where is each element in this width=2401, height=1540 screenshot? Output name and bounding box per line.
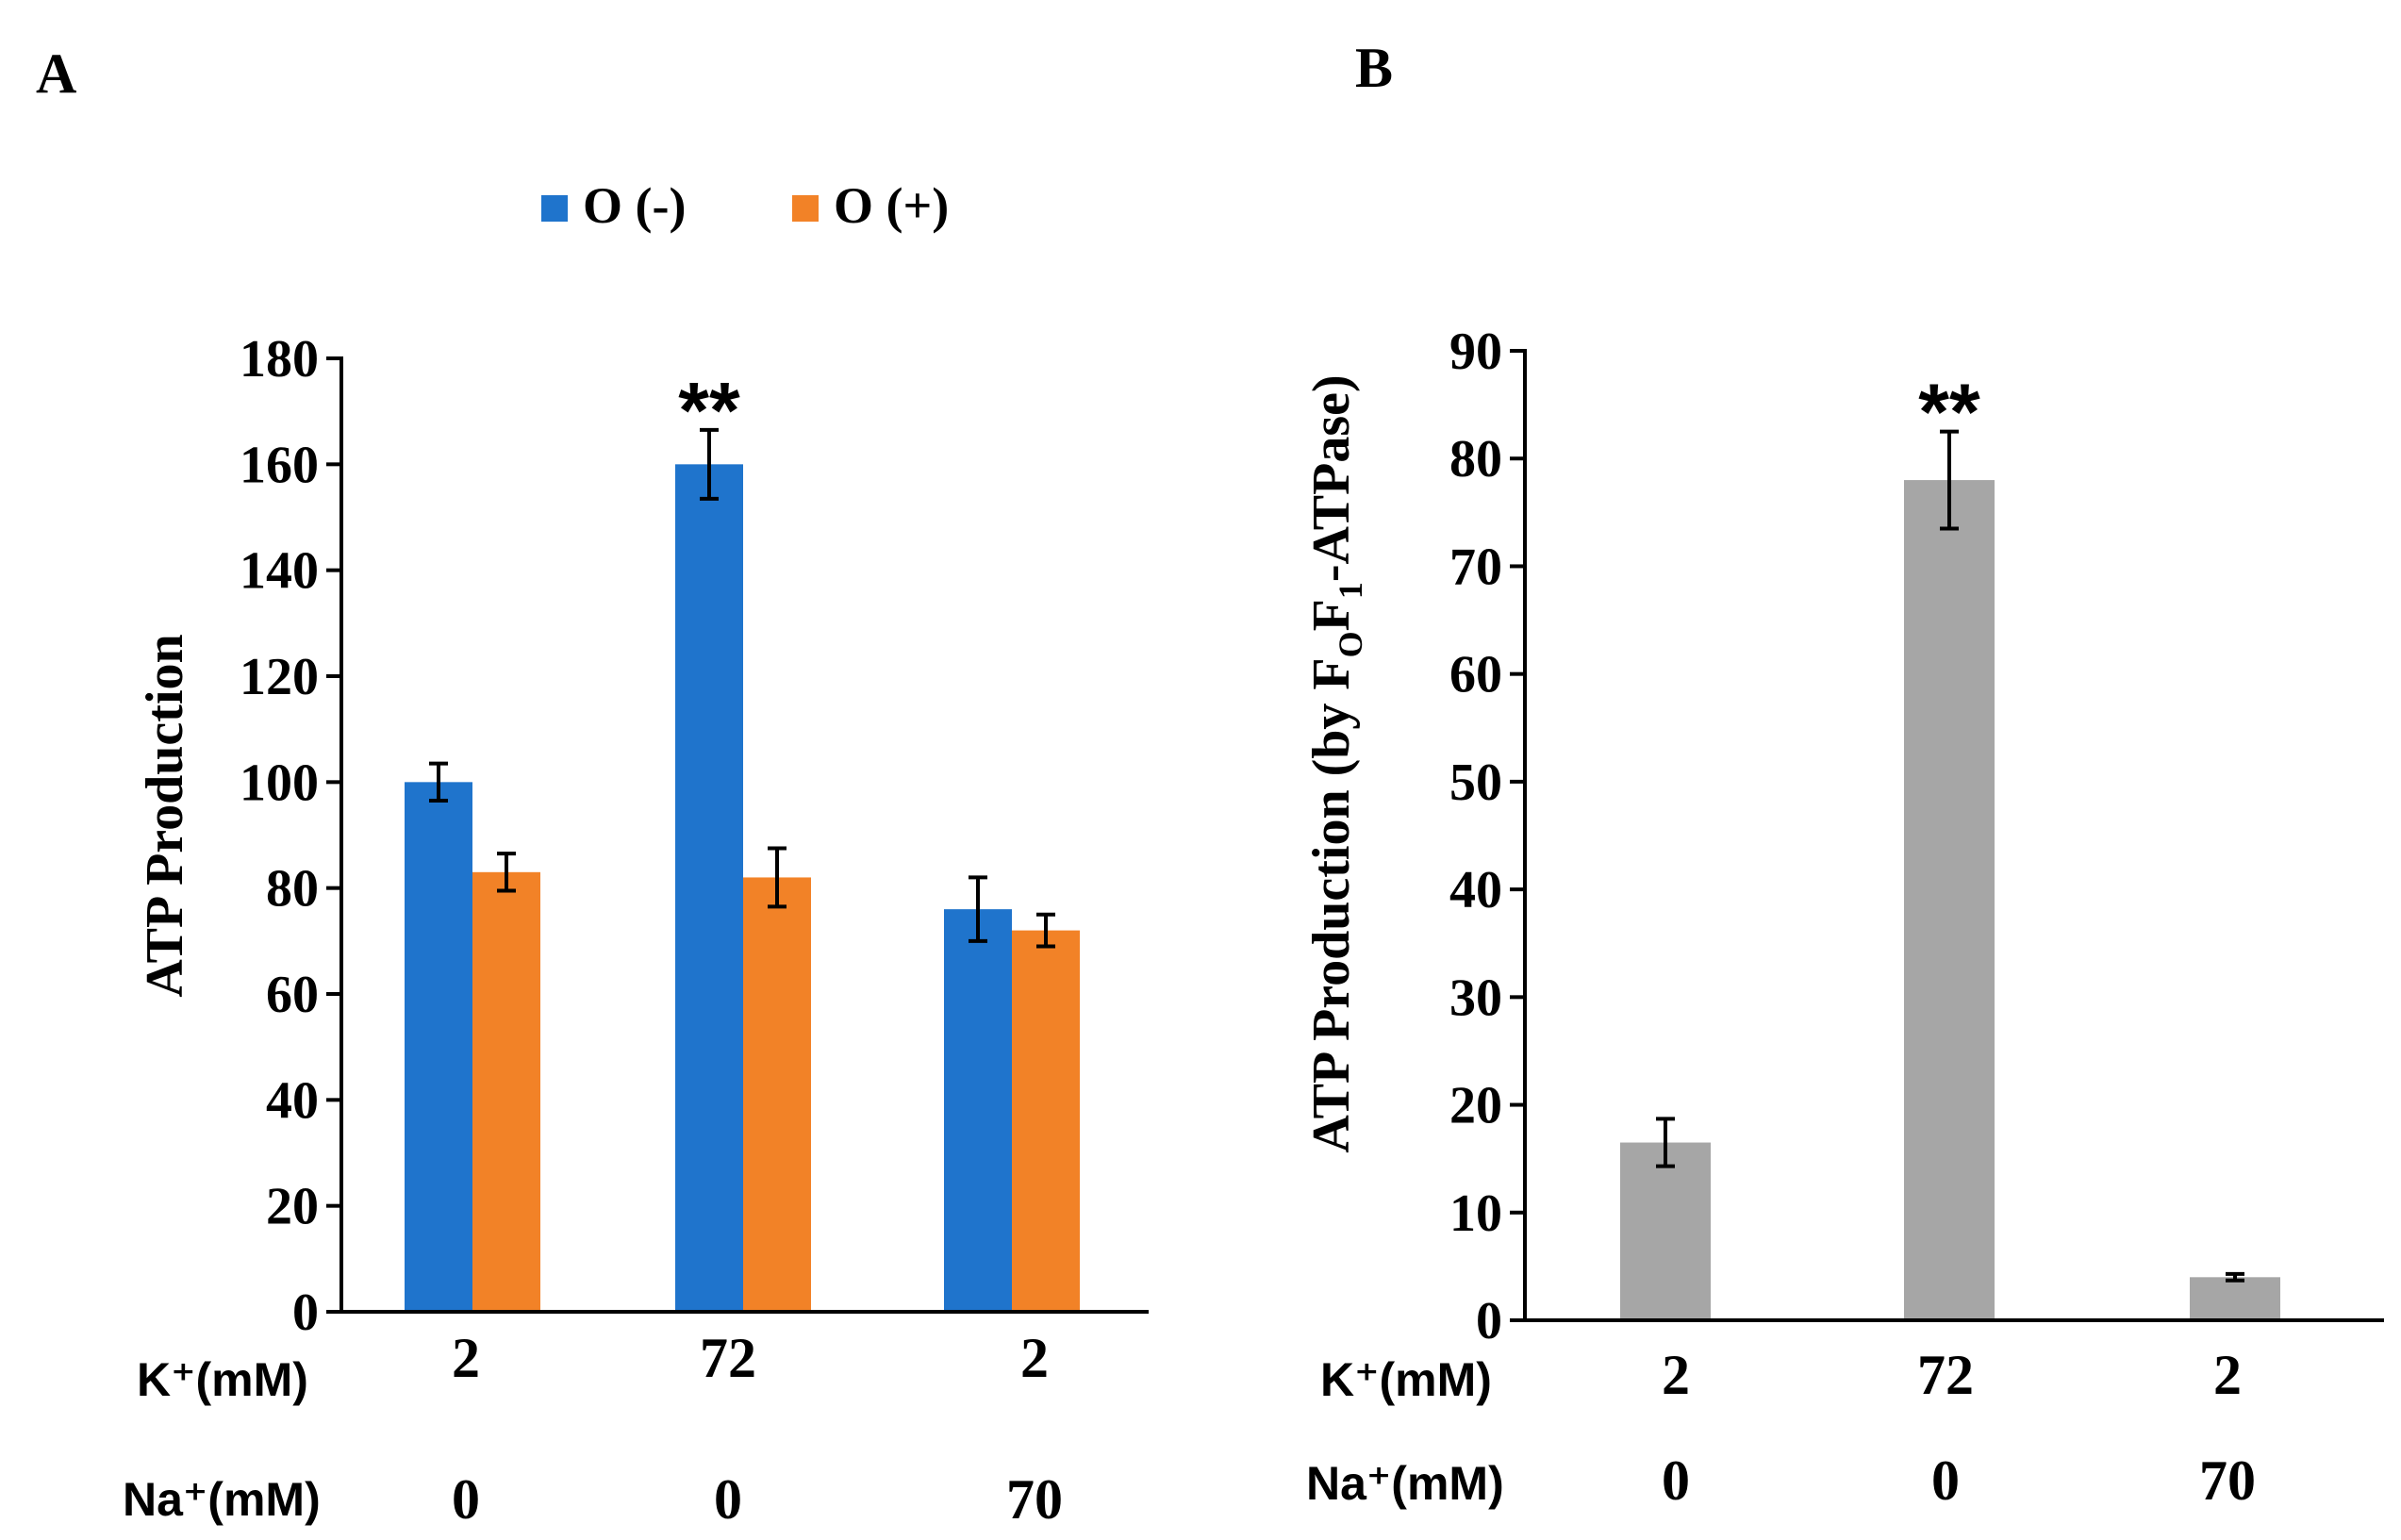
bar-o-minus-1 xyxy=(405,782,472,1312)
error-bar-o-minus-1 xyxy=(429,761,448,803)
legend-swatch-o-minus xyxy=(541,195,568,222)
y-axis-title-f: F xyxy=(1302,599,1361,631)
na-row-label: Na⁺(mM) xyxy=(1306,1457,1504,1510)
y-tick-label: 40 xyxy=(266,1071,319,1130)
bar-o-plus-3 xyxy=(1012,930,1080,1312)
y-axis-title-end: -ATPase) xyxy=(1302,374,1361,582)
y-tick-labels: 0 20 40 60 80 100 120 140 160 180 xyxy=(240,330,341,1342)
y-axis-title-main: ATP Production (by F xyxy=(1302,657,1361,1152)
bar-o-minus-2 xyxy=(675,464,743,1312)
y-tick-label: 20 xyxy=(266,1178,319,1236)
y-tick-label: 70 xyxy=(1449,538,1502,596)
y-tick-label: 80 xyxy=(266,860,319,919)
k-row-label: K⁺(mM) xyxy=(1320,1353,1492,1406)
y-tick-label: 0 xyxy=(1476,1292,1502,1350)
legend-swatch-o-plus xyxy=(792,195,819,222)
k-value-3: 2 xyxy=(1020,1327,1049,1389)
k-value-3: 2 xyxy=(2213,1344,2242,1406)
legend-label-o-minus: O (-) xyxy=(583,177,686,234)
error-bar-o-minus-2 xyxy=(700,427,719,501)
bars xyxy=(1620,480,2280,1321)
y-tick-label: 50 xyxy=(1449,753,1502,812)
legend: O (-) O (+) xyxy=(541,177,949,234)
error-bar-o-plus-3 xyxy=(1036,912,1055,949)
y-axis-title: ATP Production xyxy=(136,634,194,997)
k-row-label: K⁺(mM) xyxy=(137,1353,308,1406)
y-tick-label: 60 xyxy=(266,966,319,1024)
bars xyxy=(405,464,1080,1312)
y-tick-label: 60 xyxy=(1449,646,1502,704)
panel-b-label: B xyxy=(1355,37,1393,99)
panel-a-label: A xyxy=(36,42,76,105)
na-value-1: 0 xyxy=(1662,1449,1690,1512)
na-value-3: 70 xyxy=(1006,1468,1063,1531)
y-tick-labels: 0 10 20 30 40 50 60 70 80 90 xyxy=(1449,323,1525,1350)
y-tick-label: 80 xyxy=(1449,430,1502,488)
panel-b: B ATP Production (by FOF1-ATPase) 010203… xyxy=(1302,37,2384,1512)
y-tick-label: 20 xyxy=(1449,1077,1502,1135)
legend-label-o-plus: O (+) xyxy=(834,177,949,234)
y-axis-title: ATP Production (by FOF1-ATPase) xyxy=(1302,374,1369,1152)
bar-o-minus-3 xyxy=(944,909,1012,1312)
y-tick-label: 160 xyxy=(240,436,319,494)
error-bar-o-plus-1 xyxy=(497,852,516,893)
na-value-3: 70 xyxy=(2199,1449,2256,1512)
bar-o-plus-1 xyxy=(472,871,540,1312)
y-tick-label: 180 xyxy=(240,330,319,389)
error-bar-foF1-2 xyxy=(1940,429,1959,531)
k-value-1: 2 xyxy=(1662,1344,1690,1406)
na-value-2: 0 xyxy=(714,1468,742,1531)
error-bar-o-minus-3 xyxy=(969,875,987,943)
y-tick-label: 30 xyxy=(1449,969,1502,1027)
error-bar-o-plus-2 xyxy=(768,846,787,909)
y-axis-title-sub-1: 1 xyxy=(1332,582,1369,599)
error-bar-foF1-3 xyxy=(2226,1271,2244,1283)
y-tick-label: 100 xyxy=(240,753,319,812)
na-value-2: 0 xyxy=(1931,1449,1960,1512)
na-value-1: 0 xyxy=(452,1468,480,1531)
na-row-label: Na⁺(mM) xyxy=(123,1473,321,1526)
bar-o-plus-2 xyxy=(743,877,811,1312)
bar-foF1-2 xyxy=(1904,480,1995,1321)
bar-foF1-1 xyxy=(1620,1142,1711,1320)
panel-a: A O (-) O (+) ATP Production 02040608010… xyxy=(36,42,1149,1531)
significance-marker: ** xyxy=(678,366,740,455)
k-value-1: 2 xyxy=(452,1327,480,1389)
bar-foF1-3 xyxy=(2190,1277,2280,1320)
y-axis-title-sub-o: O xyxy=(1332,631,1369,657)
y-tick-label: 140 xyxy=(240,542,319,601)
k-value-2: 72 xyxy=(1917,1344,1974,1406)
y-tick-label: 10 xyxy=(1449,1184,1502,1243)
y-tick-label: 120 xyxy=(240,648,319,706)
y-tick-label: 40 xyxy=(1449,861,1502,919)
error-bar-foF1-1 xyxy=(1656,1117,1675,1168)
y-tick-label: 90 xyxy=(1449,323,1502,381)
k-value-2: 72 xyxy=(700,1327,756,1389)
significance-marker: ** xyxy=(1918,368,1980,456)
y-tick-label: 0 xyxy=(292,1283,319,1342)
error-bars xyxy=(429,427,1055,949)
error-bars xyxy=(1656,429,2244,1283)
